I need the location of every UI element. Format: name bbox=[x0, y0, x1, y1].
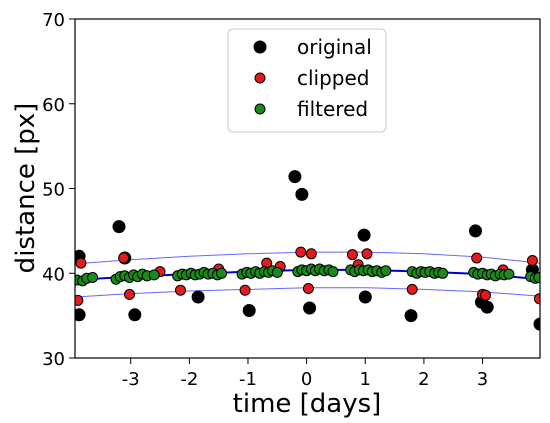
original-point bbox=[288, 170, 302, 184]
legend-marker-original bbox=[253, 40, 267, 54]
legend-label-filtered: filtered bbox=[297, 97, 368, 121]
legend-label-original: original bbox=[297, 35, 372, 59]
original-point bbox=[75, 308, 86, 322]
original-point bbox=[469, 224, 482, 238]
clipped-point bbox=[239, 284, 251, 296]
filtered-point bbox=[87, 272, 99, 283]
y-axis-label: distance [px] bbox=[11, 103, 41, 274]
x-tick-label: 2 bbox=[418, 369, 429, 390]
x-tick-label: 0 bbox=[301, 369, 312, 390]
clipped-point bbox=[526, 255, 538, 266]
series-original bbox=[75, 170, 540, 331]
clipped-point bbox=[305, 248, 317, 260]
original-point bbox=[358, 290, 372, 304]
filtered-point bbox=[148, 269, 160, 281]
y-tick-label: 70 bbox=[42, 10, 65, 31]
data-points bbox=[75, 170, 540, 331]
clipped-point bbox=[480, 289, 491, 301]
clipped-point bbox=[295, 246, 307, 258]
original-point bbox=[191, 290, 205, 304]
clipped-point bbox=[124, 288, 135, 300]
x-tick-label: 1 bbox=[360, 369, 371, 390]
clipped-point bbox=[406, 283, 418, 295]
legend-box bbox=[227, 28, 387, 133]
original-point bbox=[533, 317, 540, 331]
filtered-point bbox=[533, 272, 540, 283]
x-tick-label: -3 bbox=[122, 369, 140, 390]
clipped-point bbox=[302, 283, 314, 294]
x-axis-label: time [days] bbox=[233, 389, 382, 419]
original-point bbox=[357, 228, 371, 242]
y-tick-label: 30 bbox=[42, 349, 65, 370]
original-point bbox=[295, 187, 309, 201]
clipped-point bbox=[118, 252, 130, 264]
original-point bbox=[112, 220, 126, 234]
original-point bbox=[128, 308, 142, 322]
original-point bbox=[303, 301, 317, 315]
filtered-point bbox=[437, 267, 449, 279]
clipped-point bbox=[346, 249, 358, 261]
filtered-point bbox=[327, 266, 339, 278]
clipped-point bbox=[75, 294, 84, 306]
legend-label-clipped: clipped bbox=[297, 66, 370, 90]
x-tick-label: 3 bbox=[477, 369, 488, 390]
x-axis-ticks: -3 -2 -1 0 1 2 3 bbox=[122, 358, 488, 390]
y-tick-label: 40 bbox=[42, 264, 65, 285]
y-axis-ticks: 30 40 50 60 70 bbox=[42, 10, 75, 370]
legend-marker-clipped bbox=[254, 72, 266, 84]
clipped-point bbox=[471, 252, 483, 264]
legend-marker-filtered bbox=[254, 103, 266, 115]
filtered-point bbox=[380, 265, 392, 277]
x-tick-label: -1 bbox=[239, 369, 257, 390]
filtered-point bbox=[271, 266, 283, 278]
clipped-point bbox=[175, 284, 186, 296]
filtered-point bbox=[503, 268, 515, 280]
x-tick-label: -2 bbox=[180, 369, 198, 390]
clipped-point bbox=[75, 257, 87, 269]
filtered-point bbox=[216, 267, 228, 279]
clipped-point bbox=[361, 248, 373, 260]
legend: original clipped filtered bbox=[227, 28, 387, 133]
original-point bbox=[242, 304, 256, 317]
original-point bbox=[404, 309, 418, 323]
y-tick-label: 50 bbox=[42, 180, 65, 201]
y-tick-label: 60 bbox=[42, 95, 65, 116]
series-filtered bbox=[75, 263, 540, 287]
original-point bbox=[480, 300, 494, 314]
